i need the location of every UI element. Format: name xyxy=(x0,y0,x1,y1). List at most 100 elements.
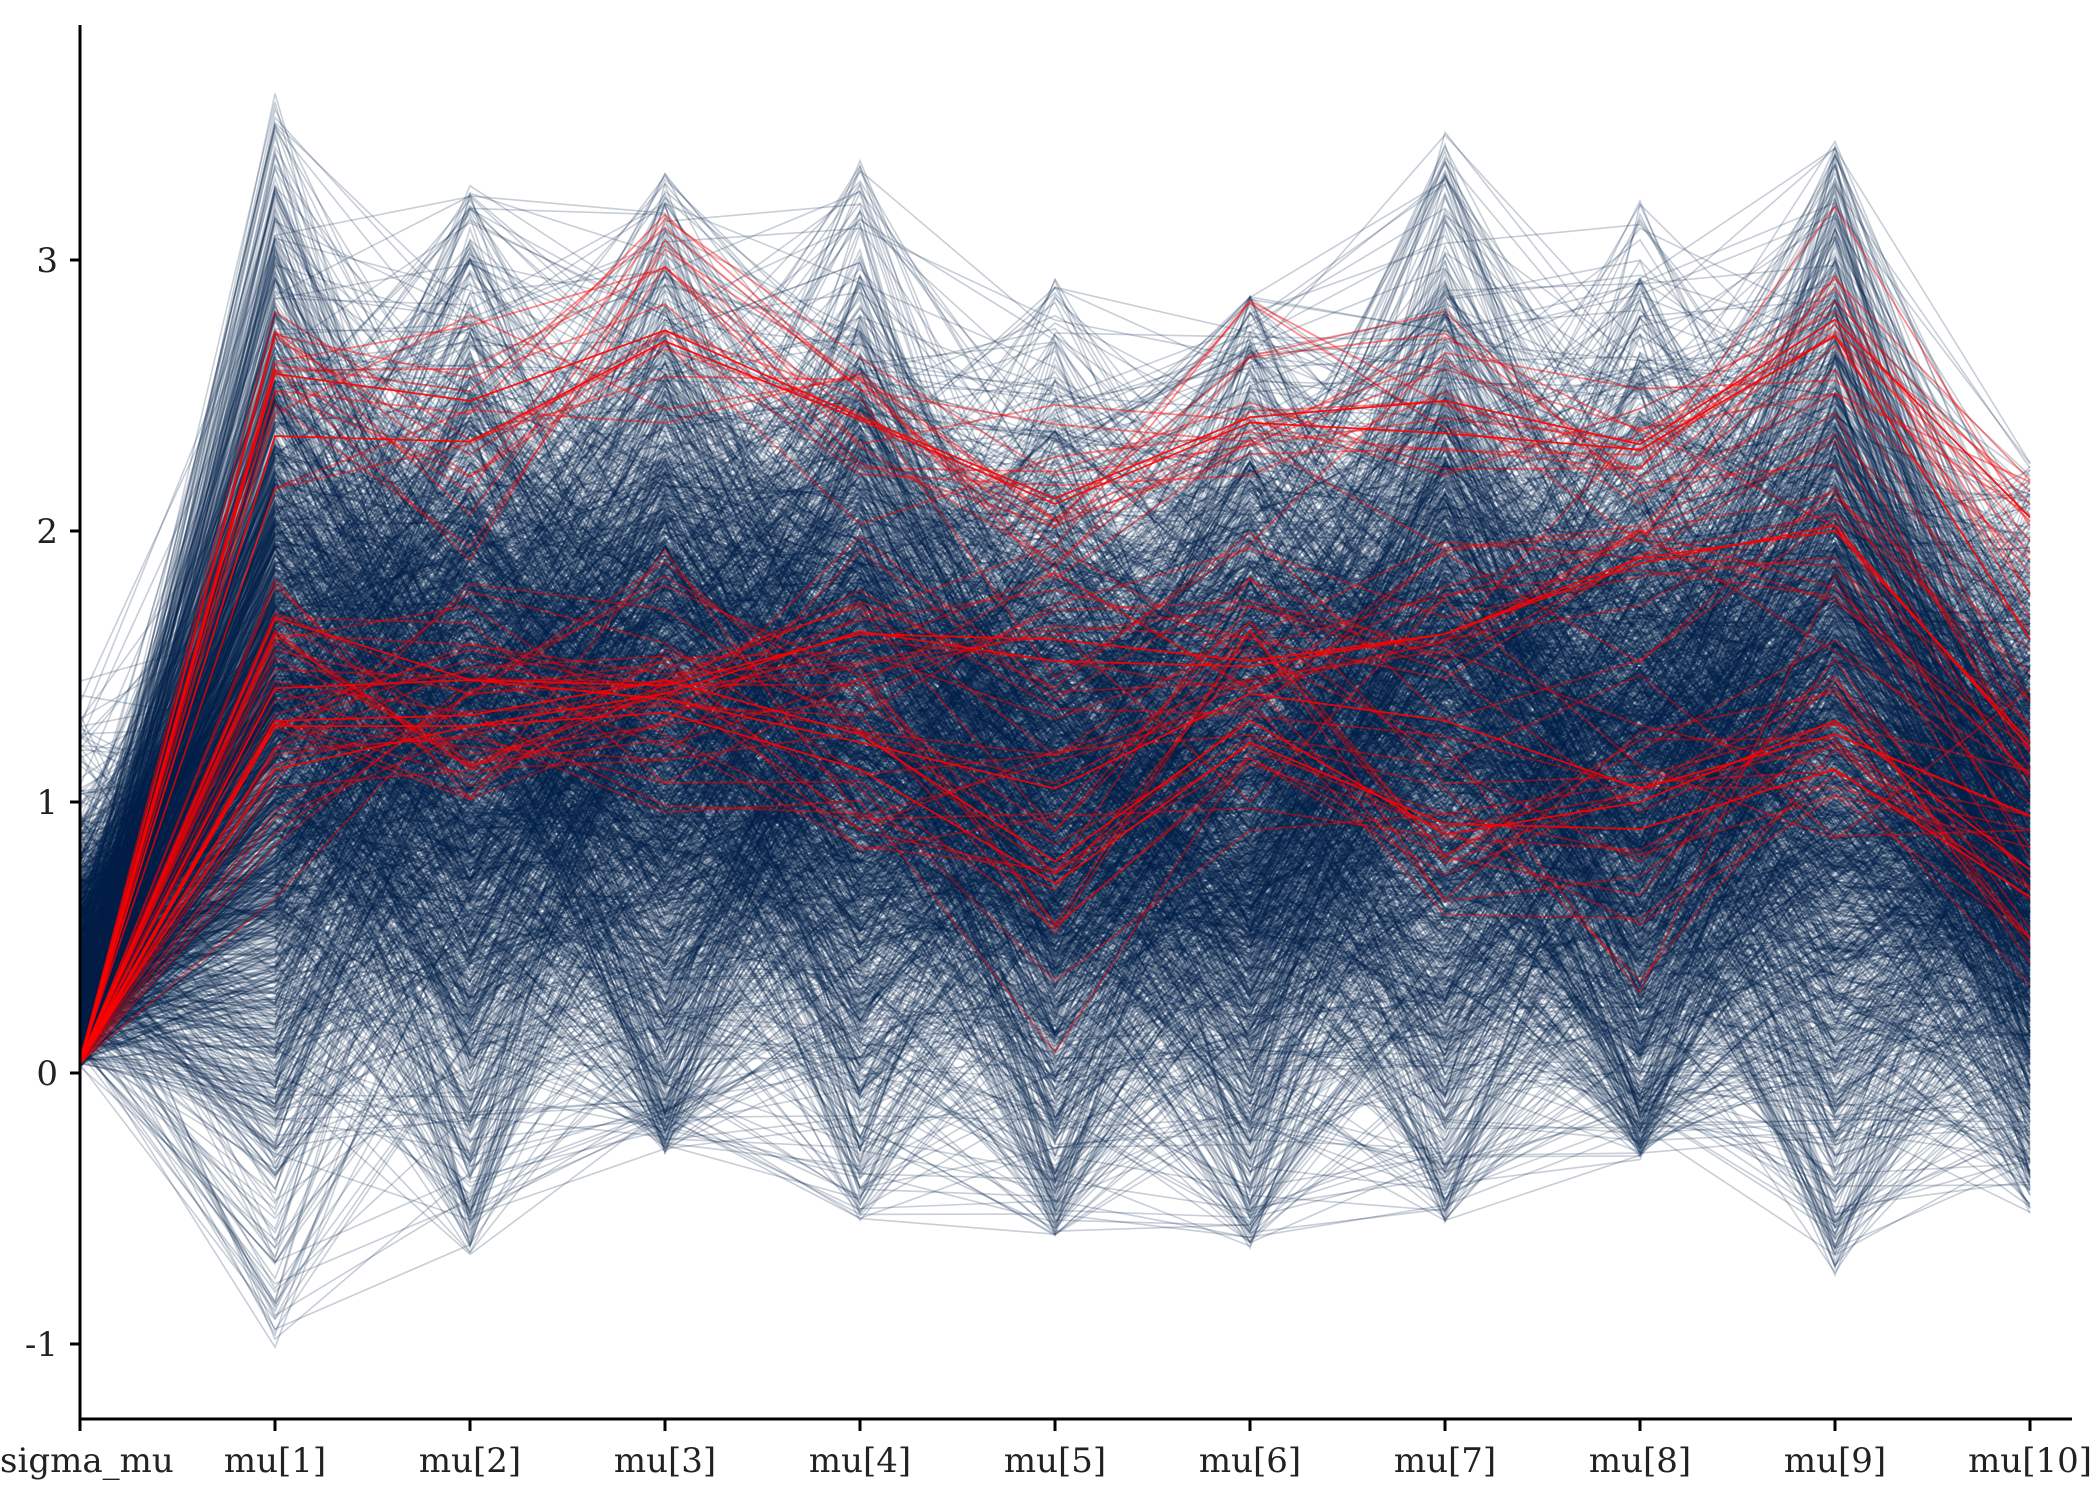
non-divergent-draw-line xyxy=(79,708,2031,1112)
non-divergent-draw-line xyxy=(79,633,2031,1161)
non-divergent-draw-line xyxy=(79,218,2031,977)
non-divergent-draw-line xyxy=(79,385,2031,1174)
non-divergent-draw-line xyxy=(79,450,2031,1062)
non-divergent-draw-line xyxy=(79,629,2031,1103)
non-divergent-draw-line xyxy=(79,193,2031,952)
non-divergent-draw-line xyxy=(79,249,2031,1038)
non-divergent-draw-line xyxy=(79,408,2031,1249)
non-divergent-draw-line xyxy=(79,606,2031,1064)
non-divergent-draw-line xyxy=(79,536,2031,1058)
non-divergent-draw-line xyxy=(79,617,2031,1113)
non-divergent-draw-line xyxy=(79,652,2031,1209)
non-divergent-draw-line xyxy=(79,416,2031,1059)
non-divergent-draw-line xyxy=(79,219,2031,986)
non-divergent-draw-line xyxy=(79,960,2031,1331)
non-divergent-draw-line xyxy=(79,396,2031,994)
non-divergent-draw-line xyxy=(79,410,2031,866)
non-divergent-draw-line xyxy=(79,264,2031,953)
non-divergent-draw-line xyxy=(79,772,2031,1162)
non-divergent-draw-line xyxy=(79,472,2031,923)
non-divergent-draw-line xyxy=(79,716,2031,1173)
non-divergent-draw-line xyxy=(79,475,2031,981)
non-divergent-draw-line xyxy=(79,422,2031,1045)
non-divergent-draw-line xyxy=(79,499,2031,1181)
non-divergent-draw-line xyxy=(79,335,2031,975)
non-divergent-draw-line xyxy=(79,590,2031,1180)
non-divergent-draw-line xyxy=(79,812,2031,1274)
non-divergent-draw-line xyxy=(79,365,2031,1121)
y-tick-label: 3 xyxy=(36,241,58,281)
non-divergent-draw-line xyxy=(79,488,2031,992)
non-divergent-draw-line xyxy=(79,697,2031,1033)
y-tick-label: -1 xyxy=(25,1325,58,1365)
non-divergent-draw-line xyxy=(79,407,2031,1045)
non-divergent-draw-line xyxy=(79,680,2031,1205)
non-divergent-draw-line xyxy=(79,541,2031,1142)
non-divergent-draw-line xyxy=(79,644,2031,1053)
non-divergent-draw-line xyxy=(79,529,2031,1128)
non-divergent-draw-line xyxy=(79,487,2031,1118)
non-divergent-draw-line xyxy=(79,401,2031,1269)
non-divergent-draw-line xyxy=(79,189,2031,1010)
non-divergent-draw-line xyxy=(79,148,2031,1006)
non-divergent-draw-line xyxy=(79,494,2031,1142)
non-divergent-draw-line xyxy=(79,340,2031,1215)
non-divergent-draw-line xyxy=(79,759,2031,1237)
non-divergent-draw-line xyxy=(79,259,2031,958)
non-divergent-draw-line xyxy=(79,523,2031,1001)
non-divergent-draw-line xyxy=(79,470,2031,1111)
non-divergent-draw-line xyxy=(79,631,2031,1047)
non-divergent-draw-line xyxy=(79,609,2031,1146)
non-divergent-draw-line xyxy=(79,541,2031,1214)
non-divergent-draw-line xyxy=(79,398,2031,1088)
non-divergent-draw-line xyxy=(79,641,2031,1081)
non-divergent-draw-line xyxy=(79,516,2031,1177)
non-divergent-draw-line xyxy=(79,694,2031,1009)
non-divergent-draw-line xyxy=(79,559,2031,1082)
non-divergent-draw-line xyxy=(79,398,2031,1063)
non-divergent-draw-line xyxy=(79,324,2031,862)
non-divergent-draw-line xyxy=(79,145,2031,1067)
non-divergent-draw-line xyxy=(79,667,2031,1215)
non-divergent-draw-line xyxy=(79,591,2031,1184)
non-divergent-draw-line xyxy=(79,783,2031,1281)
non-divergent-draw-line xyxy=(79,163,2031,939)
non-divergent-draw-line xyxy=(79,605,2031,1231)
non-divergent-draw-line xyxy=(79,590,2031,995)
non-divergent-draw-line xyxy=(79,163,2031,1014)
non-divergent-draw-line xyxy=(79,504,2031,1056)
non-divergent-draw-line xyxy=(79,507,2031,1207)
non-divergent-draw-line xyxy=(79,414,2031,1049)
non-divergent-draw-line xyxy=(79,445,2031,1000)
non-divergent-draw-line xyxy=(79,511,2031,1103)
non-divergent-draw-line xyxy=(79,260,2031,913)
non-divergent-draw-line xyxy=(79,454,2031,1123)
non-divergent-draw-line xyxy=(79,276,2031,847)
non-divergent-draw-line xyxy=(79,388,2031,1215)
non-divergent-draw-line xyxy=(79,612,2031,1047)
non-divergent-draw-line xyxy=(79,737,2031,1072)
non-divergent-draw-line xyxy=(79,422,2031,925)
non-divergent-draw-line xyxy=(79,189,2031,937)
non-divergent-draw-line xyxy=(79,410,2031,1021)
non-divergent-draw-line xyxy=(79,590,2031,1071)
non-divergent-draw-line xyxy=(79,623,2031,1227)
non-divergent-draw-line xyxy=(79,535,2031,1031)
non-divergent-draw-line xyxy=(79,700,2031,1115)
non-divergent-draw-line xyxy=(79,645,2031,1080)
non-divergent-draw-line xyxy=(79,212,2031,976)
non-divergent-draw-line xyxy=(79,322,2031,988)
non-divergent-draw-line xyxy=(79,432,2031,1186)
non-divergent-draw-line xyxy=(79,608,2031,1163)
non-divergent-draw-line xyxy=(79,648,2031,1082)
y-tick-label: 1 xyxy=(36,783,58,823)
non-divergent-draw-line xyxy=(79,389,2031,909)
non-divergent-draw-line xyxy=(79,621,2031,1115)
non-divergent-draw-line xyxy=(79,338,2031,990)
non-divergent-draw-line xyxy=(79,672,2031,1006)
non-divergent-draw-line xyxy=(79,564,2031,1129)
non-divergent-draw-line xyxy=(79,650,2031,1135)
non-divergent-draw-line xyxy=(79,449,2031,1046)
non-divergent-draw-line xyxy=(79,483,2031,1147)
non-divergent-draw-line xyxy=(79,692,2031,1032)
